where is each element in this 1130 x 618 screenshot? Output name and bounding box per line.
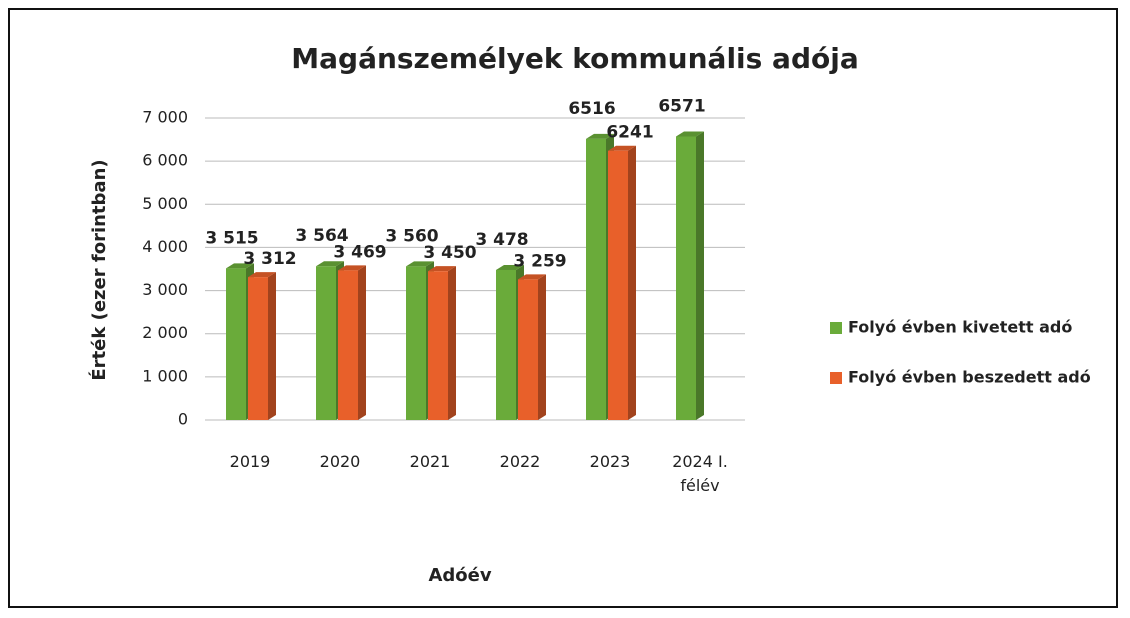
data-label: 3 564 [295, 226, 348, 246]
bar [248, 277, 268, 420]
x-tick-label: 2020 [319, 452, 361, 471]
bar-side [538, 274, 546, 420]
y-tick-label: 7 000 [142, 108, 188, 127]
bar [496, 269, 516, 420]
bar-top [608, 145, 636, 151]
bar [608, 150, 628, 420]
bar [406, 266, 426, 420]
data-label: 6241 [606, 123, 653, 143]
x-tick-label: 2019 [229, 452, 271, 471]
bar-top [226, 263, 254, 269]
y-tick-label: 1 000 [142, 366, 188, 385]
data-label: 3 450 [423, 243, 476, 263]
bar-top [248, 272, 276, 278]
data-label: 3 560 [385, 226, 438, 246]
y-axis-title: Érték (ezer forintban) [88, 159, 110, 380]
x-tick-label: 2023 [589, 452, 631, 471]
bar-side [696, 131, 704, 420]
legend-label: Folyó évben beszedett adó [848, 368, 1091, 387]
data-label: 3 515 [205, 228, 258, 248]
y-tick-label: 5 000 [142, 194, 188, 213]
bar [226, 268, 246, 420]
legend-label: Folyó évben kivetett adó [848, 318, 1072, 337]
x-tick-label: 2021 [409, 452, 451, 471]
bar-top [428, 266, 456, 272]
legend-swatch [830, 372, 842, 384]
bar [316, 266, 336, 420]
y-tick-label: 6 000 [142, 151, 188, 170]
x-tick-label: 2024 I. félév [672, 452, 728, 495]
bar [518, 279, 538, 420]
bar-top [496, 264, 524, 270]
bar [338, 270, 358, 420]
bar-top [586, 133, 614, 139]
x-tick-label: 2022 [499, 452, 541, 471]
bar [586, 138, 606, 420]
x-axis-title: Adóév [428, 565, 491, 586]
bar-top [316, 261, 344, 267]
legend-swatch [830, 322, 842, 334]
bar-side [268, 272, 276, 420]
chart-frame [8, 8, 1118, 608]
bar [676, 136, 696, 420]
y-tick-label: 2 000 [142, 323, 188, 342]
bar-top [676, 131, 704, 137]
data-label: 3 312 [243, 249, 296, 269]
y-tick-label: 3 000 [142, 280, 188, 299]
chart-title: Magánszemélyek kommunális adója [291, 42, 858, 75]
bar-top [406, 261, 434, 267]
data-label: 3 478 [475, 230, 528, 250]
bar-top [338, 265, 366, 271]
y-tick-label: 0 [178, 410, 188, 429]
bar-side [628, 145, 636, 420]
data-label: 6516 [568, 99, 615, 119]
bar [428, 271, 448, 420]
bar-side [358, 265, 366, 420]
data-label: 6571 [658, 97, 705, 117]
bar-side [448, 266, 456, 420]
data-label: 3 469 [333, 242, 386, 262]
bar-top [518, 274, 546, 280]
y-tick-label: 4 000 [142, 237, 188, 256]
data-label: 3 259 [513, 251, 566, 271]
